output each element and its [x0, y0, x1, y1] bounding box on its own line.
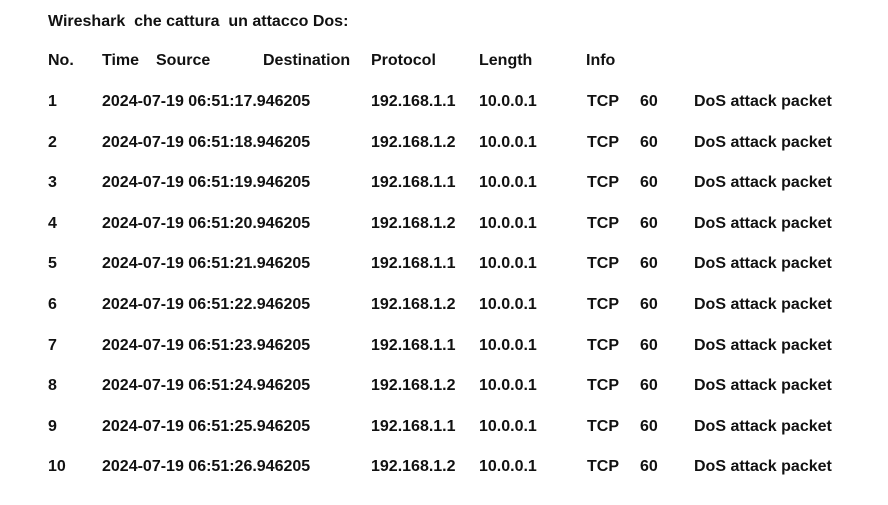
cell-no: 7: [48, 336, 57, 354]
cell-length: 60: [640, 458, 658, 476]
cell-info: DoS attack packet: [694, 417, 832, 435]
cell-no: 2: [48, 133, 57, 151]
cell-length: 60: [640, 174, 658, 192]
cell-time: 2024-07-19 06:51:21.946205: [102, 255, 311, 273]
header-no: No.: [48, 52, 74, 69]
cell-length: 60: [640, 377, 658, 395]
cell-protocol: TCP: [587, 296, 619, 313]
table-row[interactable]: 9 2024-07-19 06:51:25.946205 192.168.1.1 10…: [0, 417, 888, 437]
cell-length: 60: [640, 133, 658, 151]
cell-info: DoS attack packet: [694, 296, 832, 313]
header-time: Time: [102, 52, 140, 69]
cell-protocol: TCP: [587, 255, 619, 273]
cell-source: 192.168.1.1: [371, 336, 456, 354]
cell-destination: 10.0.0.1: [479, 93, 537, 110]
cell-info: DoS attack packet: [694, 174, 832, 192]
cell-protocol: TCP: [587, 133, 619, 151]
cell-no: 4: [48, 214, 57, 232]
cell-time: 2024-07-19 06:51:22.946205: [102, 296, 311, 313]
cell-destination: 10.0.0.1: [479, 417, 537, 435]
cell-info: DoS attack packet: [694, 255, 832, 273]
cell-info: DoS attack packet: [694, 93, 832, 110]
cell-time: 2024-07-19 06:51:23.946205: [102, 336, 311, 354]
header-info: Info: [586, 52, 616, 69]
page-title: Wireshark che cattura un attacco Dos:: [48, 13, 349, 30]
cell-time: 2024-07-19 06:51:17.946205: [102, 93, 311, 110]
cell-source: 192.168.1.1: [371, 93, 456, 110]
header-destination: Destination: [263, 52, 351, 69]
cell-no: 9: [48, 417, 57, 435]
cell-no: 5: [48, 255, 57, 273]
table-row[interactable]: 8 2024-07-19 06:51:24.946205 192.168.1.2 10…: [0, 376, 888, 396]
cell-time: 2024-07-19 06:51:24.946205: [102, 377, 311, 395]
cell-destination: 10.0.0.1: [479, 377, 537, 395]
header-length: Length: [479, 52, 533, 69]
cell-destination: 10.0.0.1: [479, 336, 537, 354]
cell-destination: 10.0.0.1: [479, 174, 537, 192]
cell-destination: 10.0.0.1: [479, 214, 537, 232]
cell-protocol: TCP: [587, 417, 619, 435]
cell-source: 192.168.1.2: [371, 296, 456, 313]
cell-time: 2024-07-19 06:51:26.946205: [102, 458, 311, 476]
cell-time: 2024-07-19 06:51:25.946205: [102, 417, 311, 435]
cell-info: DoS attack packet: [694, 458, 832, 476]
cell-source: 192.168.1.2: [371, 214, 456, 232]
cell-source: 192.168.1.1: [371, 174, 456, 192]
cell-length: 60: [640, 417, 658, 435]
cell-destination: 10.0.0.1: [479, 296, 537, 313]
cell-length: 60: [640, 336, 658, 354]
cell-length: 60: [640, 255, 658, 273]
cell-length: 60: [640, 214, 658, 232]
cell-protocol: TCP: [587, 93, 619, 110]
cell-time: 2024-07-19 06:51:18.946205: [102, 133, 311, 151]
cell-no: 6: [48, 296, 57, 313]
cell-source: 192.168.1.1: [371, 417, 456, 435]
cell-protocol: TCP: [587, 458, 619, 476]
cell-destination: 10.0.0.1: [479, 458, 537, 476]
cell-no: 1: [48, 93, 57, 110]
cell-length: 60: [640, 296, 658, 313]
table-row[interactable]: 5 2024-07-19 06:51:21.946205 192.168.1.1 10…: [0, 254, 888, 274]
cell-info: DoS attack packet: [694, 214, 832, 232]
table-header: No. Time Source Destination Protocol Len…: [0, 51, 888, 71]
cell-no: 10: [48, 458, 66, 476]
cell-info: DoS attack packet: [694, 133, 832, 151]
cell-no: 8: [48, 377, 57, 395]
cell-source: 192.168.1.2: [371, 133, 456, 151]
cell-source: 192.168.1.2: [371, 377, 456, 395]
table-row[interactable]: 2 2024-07-19 06:51:18.946205 192.168.1.2 10…: [0, 133, 888, 153]
cell-protocol: TCP: [587, 214, 619, 232]
cell-destination: 10.0.0.1: [479, 255, 537, 273]
cell-protocol: TCP: [587, 336, 619, 354]
cell-time: 2024-07-19 06:51:20.946205: [102, 214, 311, 232]
cell-protocol: TCP: [587, 377, 619, 395]
table-row[interactable]: 1 2024-07-19 06:51:17.946205 192.168.1.1 10…: [0, 92, 888, 112]
table-row[interactable]: 7 2024-07-19 06:51:23.946205 192.168.1.1 10…: [0, 336, 888, 356]
cell-length: 60: [640, 93, 658, 110]
table-row[interactable]: 6 2024-07-19 06:51:22.946205 192.168.1.2 10…: [0, 295, 888, 315]
cell-protocol: TCP: [587, 174, 619, 192]
header-protocol: Protocol: [371, 52, 436, 69]
cell-info: DoS attack packet: [694, 377, 832, 395]
table-row[interactable]: 10 2024-07-19 06:51:26.946205 192.168.1.2 1…: [0, 457, 888, 477]
cell-source: 192.168.1.2: [371, 458, 456, 476]
cell-destination: 10.0.0.1: [479, 133, 537, 151]
cell-source: 192.168.1.1: [371, 255, 456, 273]
cell-info: DoS attack packet: [694, 336, 832, 354]
table-row[interactable]: 4 2024-07-19 06:51:20.946205 192.168.1.2 10…: [0, 214, 888, 234]
header-source: Source: [156, 52, 211, 69]
table-row[interactable]: 3 2024-07-19 06:51:19.946205 192.168.1.1 10…: [0, 173, 888, 193]
cell-time: 2024-07-19 06:51:19.946205: [102, 174, 311, 192]
cell-no: 3: [48, 174, 57, 192]
